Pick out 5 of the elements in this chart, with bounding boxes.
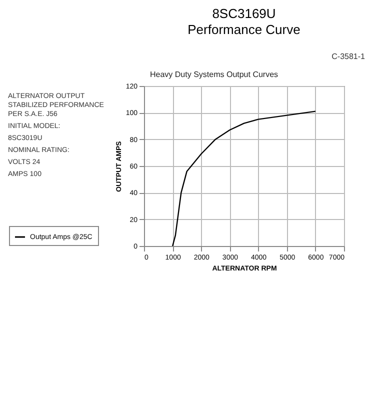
line-series (172, 110, 316, 247)
text: C-3581-1 (332, 52, 365, 61)
text: Heavy Duty Systems Output Curves (150, 70, 280, 79)
chart-title: 8SC3169U (212, 6, 276, 21)
chart-subtitle: Performance Curve (188, 22, 300, 37)
